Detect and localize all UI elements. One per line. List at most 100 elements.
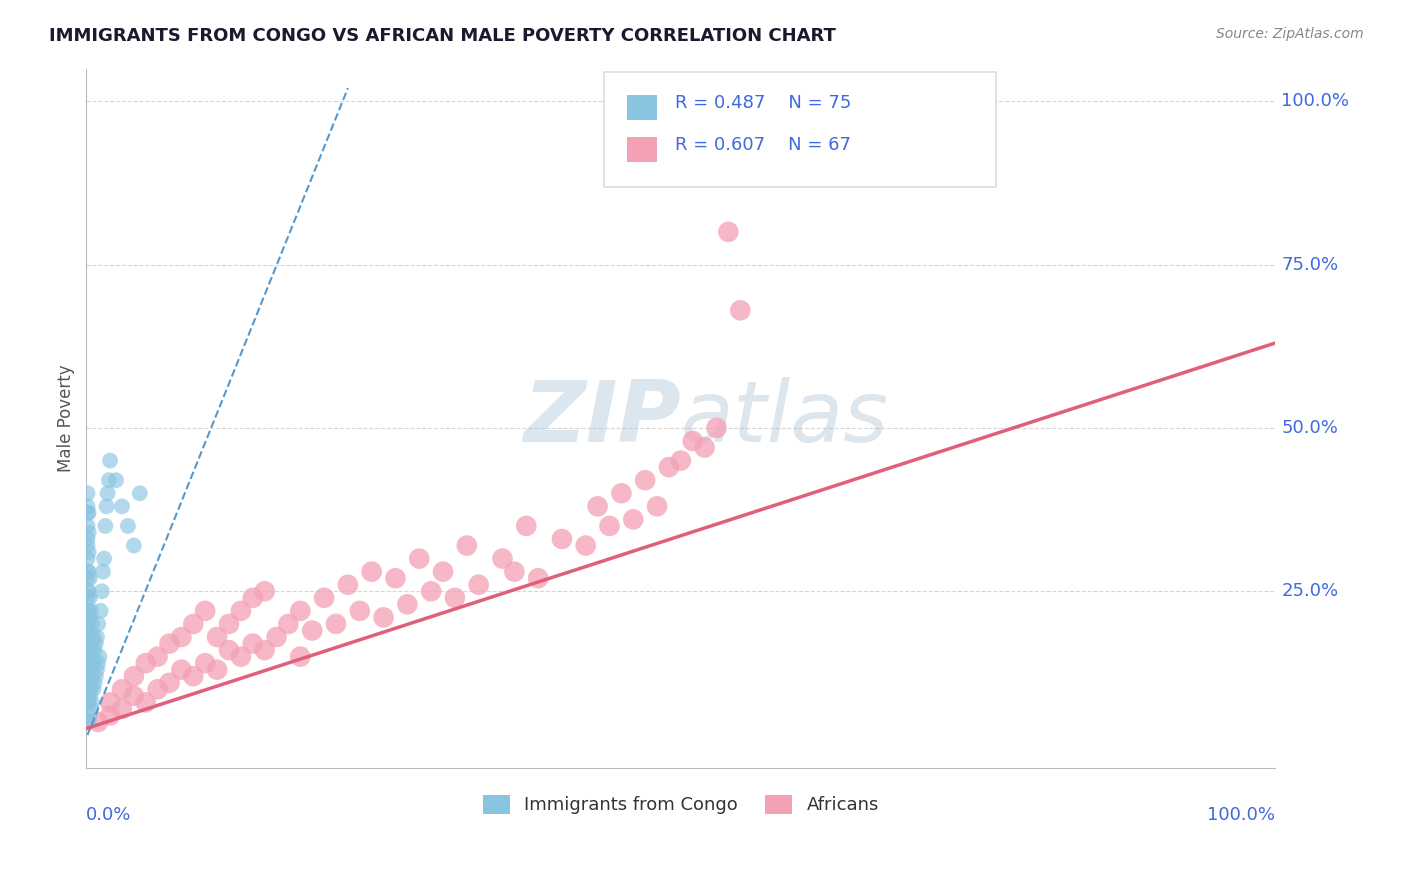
Point [456,539,478,553]
Point [170,630,193,644]
Point [97,473,120,487]
Point [82,669,104,683]
Point [79,591,101,605]
Point [77,565,100,579]
Point [408,551,430,566]
Point [159,636,181,650]
Point [76,551,98,566]
Point [693,441,716,455]
Point [360,565,382,579]
Point [80,656,103,670]
Point [86,663,108,677]
Point [76,584,98,599]
Point [598,519,620,533]
Point [159,675,181,690]
Point [205,630,228,644]
Point [76,500,98,514]
Point [515,519,537,533]
Point [77,663,100,677]
Point [77,604,100,618]
Point [77,643,100,657]
Point [82,643,104,657]
Bar [627,95,657,120]
Point [80,630,103,644]
Point [349,604,371,618]
Point [253,643,276,657]
Point [82,656,104,670]
Point [396,598,419,612]
Point [717,225,740,239]
Point [135,656,157,670]
Point [90,604,112,618]
Point [98,708,121,723]
Point [181,669,204,683]
Point [146,682,169,697]
Point [194,604,217,618]
Point [229,649,252,664]
Point [420,584,443,599]
Point [111,682,134,697]
Point [373,610,395,624]
Point [76,695,98,709]
Text: 0.0%: 0.0% [86,806,132,824]
Text: 100.0%: 100.0% [1208,806,1275,824]
Point [242,591,264,605]
Point [77,682,100,697]
Point [76,649,98,664]
Point [527,571,550,585]
Point [218,616,240,631]
Point [586,500,609,514]
Point [76,565,98,579]
Point [146,649,169,664]
Point [82,616,104,631]
Point [444,591,467,605]
Point [79,649,101,664]
Point [97,486,120,500]
Point [77,584,100,599]
Point [98,695,121,709]
Point [84,669,107,683]
Point [229,604,252,618]
Point [325,616,347,631]
Point [77,525,100,540]
Point [96,500,118,514]
Point [77,506,100,520]
Point [181,616,204,631]
Point [336,578,359,592]
FancyBboxPatch shape [603,72,995,187]
Point [218,643,240,657]
Point [98,453,121,467]
Point [384,571,406,585]
Point [135,695,157,709]
Point [80,682,103,697]
Point [77,714,100,729]
Point [76,682,98,697]
Point [87,714,110,729]
Point [79,571,101,585]
Point [314,591,336,605]
Point [277,616,299,631]
Point [79,610,101,624]
Point [266,630,288,644]
Point [82,682,104,697]
Point [76,636,98,650]
Point [170,663,193,677]
Point [79,689,101,703]
Point [77,545,100,559]
Point [84,636,107,650]
Point [575,539,598,553]
Point [682,434,704,448]
Point [76,571,98,585]
Point [86,630,108,644]
Point [80,604,103,618]
Point [610,486,633,500]
Point [253,584,276,599]
Point [76,591,98,605]
Point [89,649,111,664]
Text: ZIP: ZIP [523,376,681,459]
Legend: Immigrants from Congo, Africans: Immigrants from Congo, Africans [475,788,886,822]
Point [91,565,114,579]
Point [111,500,134,514]
Text: Source: ZipAtlas.com: Source: ZipAtlas.com [1216,27,1364,41]
Point [76,532,98,546]
